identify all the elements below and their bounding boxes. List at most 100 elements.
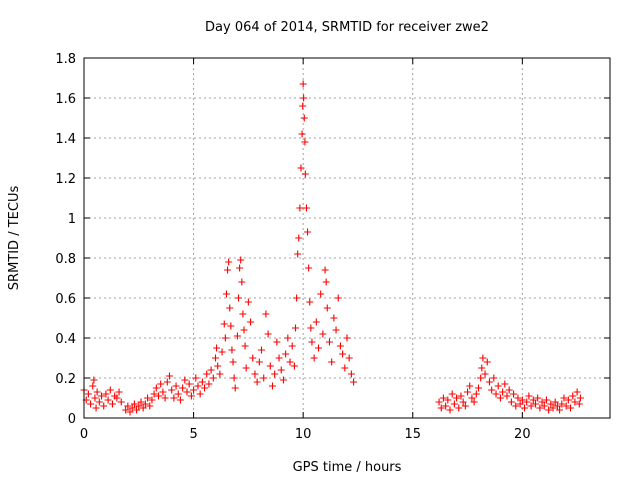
data-point (209, 374, 217, 382)
data-point (328, 358, 336, 366)
data-point (444, 396, 452, 404)
data-point (291, 324, 299, 332)
data-point (472, 390, 480, 398)
data-point (179, 384, 187, 392)
data-point (538, 398, 546, 406)
y-tick-label: 1.8 (55, 52, 76, 67)
data-point (529, 396, 537, 404)
data-point (455, 404, 463, 412)
data-point (135, 402, 143, 410)
data-point (459, 398, 467, 406)
data-point (319, 330, 327, 338)
data-point (477, 374, 485, 382)
data-point (95, 398, 103, 406)
data-point (439, 394, 447, 402)
data-point (304, 228, 312, 236)
data-point (512, 402, 520, 410)
data-point (297, 164, 305, 172)
data-point (494, 382, 502, 390)
data-point (567, 404, 575, 412)
data-point (92, 404, 100, 412)
data-point (475, 384, 482, 392)
data-point (122, 406, 130, 414)
data-point (262, 310, 270, 318)
data-point (271, 370, 279, 378)
data-point (527, 402, 535, 410)
data-point (203, 370, 211, 378)
data-point (146, 402, 154, 410)
data-point (260, 374, 268, 382)
data-point (310, 354, 318, 362)
data-point (231, 384, 239, 392)
data-point (347, 370, 355, 378)
data-point (496, 394, 504, 402)
data-point (229, 358, 237, 366)
data-point (516, 400, 524, 408)
data-point (315, 344, 323, 352)
data-point (345, 354, 353, 362)
data-point (141, 400, 149, 408)
data-point (207, 366, 215, 374)
data-point (549, 404, 557, 412)
data-point (317, 290, 325, 298)
data-point (159, 388, 167, 396)
data-point (222, 290, 230, 298)
data-point (295, 234, 303, 242)
chart-title: Day 064 of 2014, SRMTID for receiver zwe… (205, 20, 489, 35)
data-point (273, 338, 281, 346)
data-point (299, 80, 307, 88)
data-point (558, 400, 566, 408)
data-point (161, 394, 169, 402)
data-point (244, 298, 252, 306)
data-point (343, 334, 351, 342)
data-point (230, 374, 238, 382)
y-tick-label: 1 (68, 212, 76, 227)
data-point (325, 338, 333, 346)
data-point (479, 354, 487, 362)
y-tick-label: 0.6 (55, 292, 76, 307)
data-point (157, 380, 165, 388)
data-point (148, 396, 156, 404)
data-point (139, 404, 147, 412)
data-point (253, 378, 261, 386)
data-point (551, 398, 559, 406)
data-point (235, 294, 243, 302)
data-point (481, 370, 489, 378)
data-point (220, 320, 228, 328)
y-tick-label: 1.2 (55, 172, 76, 187)
data-point (437, 404, 445, 412)
data-point (507, 398, 515, 406)
x-tick-label: 10 (295, 427, 312, 442)
data-point (503, 392, 511, 400)
data-point (128, 404, 136, 412)
data-point (330, 314, 338, 322)
data-point (241, 342, 249, 350)
data-point (190, 386, 198, 394)
data-point (470, 398, 478, 406)
data-point (536, 404, 544, 412)
data-point (492, 390, 500, 398)
data-point (301, 138, 309, 146)
data-point (296, 204, 304, 212)
data-point (556, 406, 564, 414)
data-point (249, 354, 257, 362)
data-point (457, 392, 465, 400)
data-point (117, 398, 125, 406)
data-point (224, 266, 232, 274)
y-tick-label: 0.8 (55, 252, 76, 267)
data-point (573, 388, 581, 396)
x-axis-label: GPS time / hours (293, 460, 402, 475)
data-point (247, 318, 255, 326)
data-point (545, 406, 553, 414)
data-point (464, 388, 472, 396)
data-point (478, 364, 486, 372)
data-point (294, 250, 302, 258)
data-point (569, 392, 577, 400)
data-point (236, 264, 244, 272)
data-point (113, 394, 121, 402)
data-point (298, 130, 306, 138)
data-point (564, 396, 572, 404)
data-point (108, 400, 116, 408)
data-point (242, 364, 250, 372)
